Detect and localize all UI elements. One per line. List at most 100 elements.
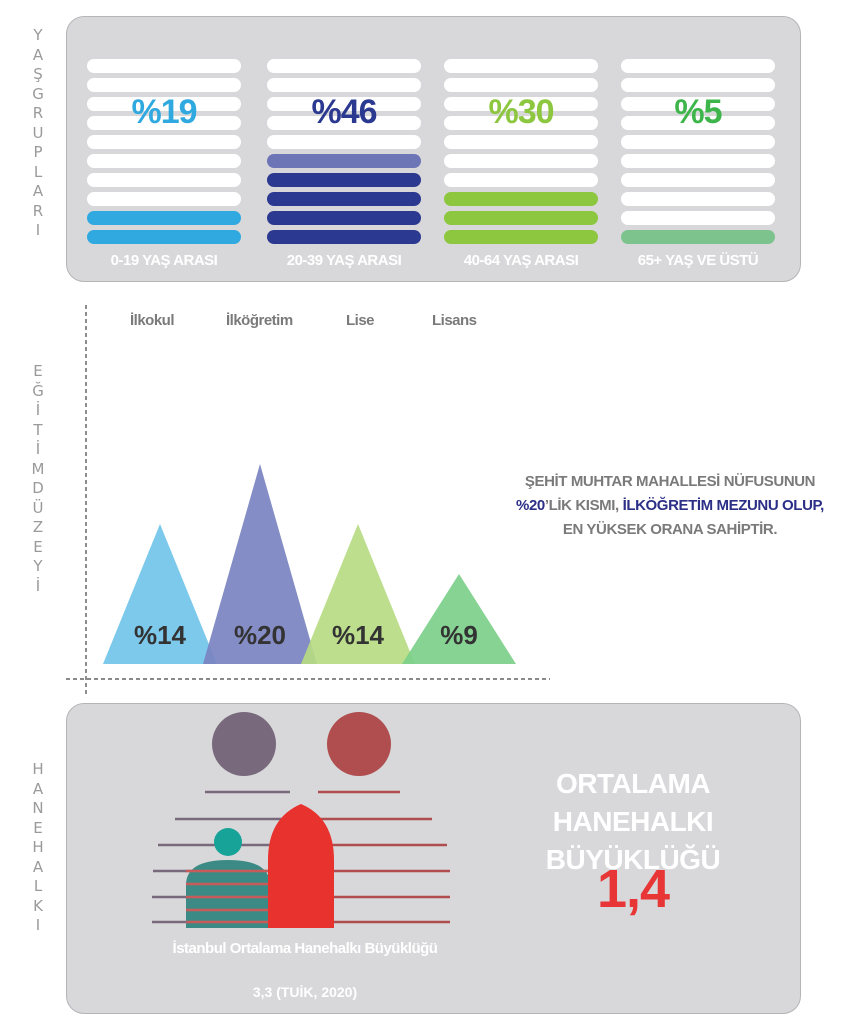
istanbul-household-title: İstanbul Ortalama Hanehalkı Büyüklüğü <box>172 940 438 957</box>
vertical-letter: Z <box>32 518 44 536</box>
household-title-line-1: ORTALAMA HANEHALKI <box>552 768 714 837</box>
vertical-letter: R <box>32 104 44 122</box>
vertical-letter: A <box>32 779 44 798</box>
age-bar-segment <box>444 173 598 187</box>
age-bar-segment <box>444 192 598 206</box>
statement-highlight: İLKÖĞRETİM MEZUNU OLUP, <box>622 497 825 514</box>
age-bar-segment <box>621 211 775 225</box>
age-bar-segment <box>87 154 241 168</box>
age-bar-segment <box>267 78 421 92</box>
vertical-letter: I <box>35 916 41 934</box>
age-groups-panel: %19 0-19 YAŞ ARASI %46 20-39 YAŞ ARASI %… <box>66 16 801 282</box>
age-bar-segment <box>267 135 421 149</box>
age-bar-segment <box>87 59 241 73</box>
statement-line-3: EN YÜKSEK ORANA SAHİPTİR. <box>562 521 778 538</box>
vertical-letter: I <box>35 221 41 239</box>
vertical-letter: P <box>33 143 43 161</box>
vertical-letter: G <box>32 84 44 103</box>
vertical-letter: R <box>32 201 44 220</box>
age-bar-segment <box>87 230 241 244</box>
statement-line-1: ŞEHİT MUHTAR MAHALLESİ NÜFUSUNUN <box>524 473 816 490</box>
statement-mid: ’LİK KISMI, <box>544 497 623 514</box>
vertical-letter: E <box>33 537 43 556</box>
vertical-letter: E <box>33 818 43 837</box>
vertical-letter: L <box>33 877 43 895</box>
vertical-letter: İ <box>35 401 41 419</box>
age-bar-segment <box>444 154 598 168</box>
child-head-icon <box>214 828 242 856</box>
adult-head-icon <box>212 712 276 776</box>
age-group-label: 20-39 YAŞ ARASI <box>286 252 402 269</box>
education-category-label: İlköğretim <box>226 312 293 329</box>
household-panel <box>66 703 801 1014</box>
vertical-letter: Y <box>33 26 43 44</box>
household-title: ORTALAMA HANEHALKI BÜYÜKLÜĞÜ <box>488 765 778 879</box>
age-group-label: 40-64 YAŞ ARASI <box>463 252 579 269</box>
household-title-line-2: BÜYÜKLÜĞÜ <box>545 844 721 875</box>
red-figure-icon <box>268 804 334 928</box>
age-bar-segment <box>444 59 598 73</box>
age-bar-segment <box>444 97 598 111</box>
vertical-letter: K <box>33 896 43 915</box>
vertical-letter: E <box>33 362 43 380</box>
vertical-letter: Ğ <box>32 381 44 400</box>
age-bar-segment <box>267 116 421 130</box>
vertical-letter: H <box>32 838 44 856</box>
age-bar-segment <box>444 230 598 244</box>
age-bar-segment <box>267 230 421 244</box>
age-bar-segment <box>87 97 241 111</box>
education-category-label: İlkokul <box>130 312 175 329</box>
age-bar-segment <box>87 211 241 225</box>
age-bar-segment <box>621 135 775 149</box>
vertical-letter: Ş <box>33 65 43 83</box>
age-bar-segment <box>87 78 241 92</box>
age-bar-segment <box>444 116 598 130</box>
vertical-letter: İ <box>35 576 41 595</box>
vertical-letter: A <box>32 857 44 876</box>
age-group-percent: %5 <box>674 93 722 131</box>
age-bar-segment <box>87 135 241 149</box>
adult-body-icon <box>318 790 450 924</box>
vertical-letter: Y <box>33 557 43 575</box>
age-bar-segment <box>267 154 421 168</box>
age-bar-segment <box>444 78 598 92</box>
vertical-letter: A <box>32 182 44 200</box>
age-group-label: 65+ YAŞ VE ÜSTÜ <box>637 252 759 269</box>
adult-head-icon <box>327 712 391 776</box>
child-body-icon <box>186 860 270 928</box>
education-statement: ŞEHİT MUHTAR MAHALLESİ NÜFUSUNUN %20’LİK… <box>490 470 850 542</box>
age-bar-segment <box>87 192 241 206</box>
vertical-letter: U <box>32 123 44 142</box>
vertical-letter: N <box>32 799 44 817</box>
statement-line-2: %20’LİK KISMI, İLKÖĞRETİM MEZUNU OLUP, <box>490 494 850 518</box>
age-group-percent: %30 <box>488 93 554 131</box>
age-group-label: 0-19 YAŞ ARASI <box>110 252 218 269</box>
age-bar-segment <box>621 116 775 130</box>
statement-percent: %20 <box>516 497 545 514</box>
age-bar-segment <box>267 97 421 111</box>
vertical-letter: Ü <box>32 498 44 517</box>
age-bar-segment <box>87 173 241 187</box>
age-bar-segment <box>621 78 775 92</box>
vertical-letter: L <box>33 162 43 181</box>
household-value: 1,4 <box>596 859 670 919</box>
age-group-percent: %46 <box>311 93 377 131</box>
age-bar-segment <box>267 211 421 225</box>
age-bar-segment <box>621 59 775 73</box>
age-bar-segment <box>621 173 775 187</box>
age-group-percent: %19 <box>131 93 197 131</box>
istanbul-household-value: 3,3 (TUİK, 2020) <box>252 984 358 1000</box>
age-bar-segment <box>621 97 775 111</box>
vertical-letter: H <box>32 760 44 778</box>
education-category-label: Lise <box>346 312 375 329</box>
age-bar-segment <box>87 116 241 130</box>
vertical-letter: T <box>33 420 43 439</box>
vertical-letter: İ <box>35 440 41 458</box>
age-bar-segment <box>444 211 598 225</box>
age-bar-segment <box>621 192 775 206</box>
age-bar-segment <box>621 230 775 244</box>
